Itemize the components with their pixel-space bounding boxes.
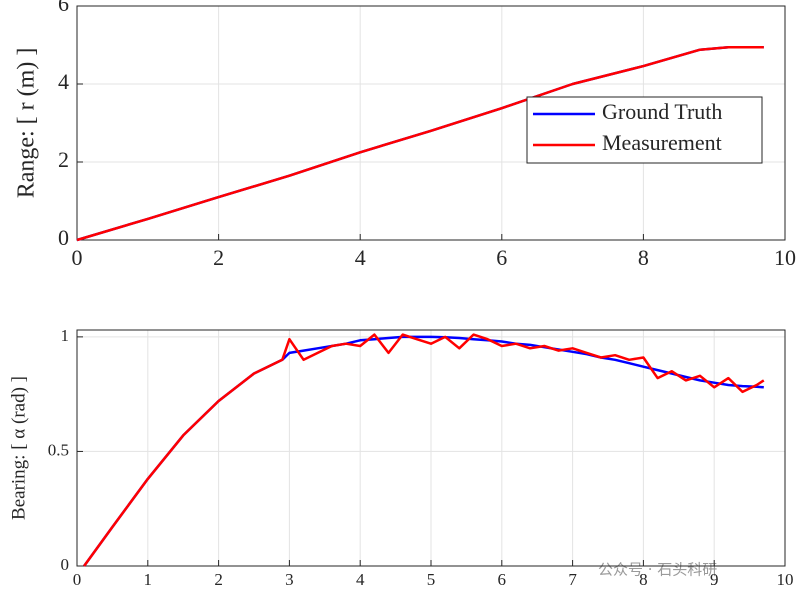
x-tick-label: 0 (73, 570, 82, 589)
legend-label: Measurement (602, 130, 722, 155)
x-tick-label: 10 (777, 570, 794, 589)
y-tick-label: 0.5 (48, 440, 69, 459)
x-tick-label: 1 (144, 570, 153, 589)
x-tick-label: 0 (72, 245, 83, 270)
y-axis-label: Bearing: [ α (rad) ] (8, 376, 29, 520)
x-tick-label: 6 (496, 245, 507, 270)
y-tick-label: 6 (58, 0, 69, 16)
y-tick-label: 4 (58, 69, 69, 94)
x-tick-label: 4 (356, 570, 365, 589)
x-tick-label: 7 (568, 570, 577, 589)
x-tick-label: 2 (213, 245, 224, 270)
y-tick-label: 0 (61, 555, 70, 574)
y-tick-label: 1 (61, 326, 70, 345)
x-tick-label: 8 (639, 570, 648, 589)
watermark: 公众号 · 石头科研 (598, 561, 717, 579)
x-tick-label: 8 (638, 245, 649, 270)
x-tick-label: 6 (498, 570, 507, 589)
data-line (83, 333, 765, 567)
plot-frame (76, 5, 786, 241)
x-tick-label: 10 (774, 245, 796, 270)
x-tick-label: 3 (285, 570, 294, 589)
y-tick-label: 2 (58, 147, 69, 172)
x-tick-label: 5 (427, 570, 436, 589)
y-axis-label: Range: [ r (m) ] (14, 48, 40, 199)
x-tick-label: 2 (214, 570, 223, 589)
x-tick-label: 9 (710, 570, 719, 589)
x-tick-label: 4 (355, 245, 366, 270)
data-line (76, 46, 764, 242)
legend-label: Ground Truth (602, 99, 722, 124)
legend-box (526, 96, 763, 164)
y-tick-label: 0 (58, 225, 69, 250)
plot-frame (76, 329, 786, 567)
